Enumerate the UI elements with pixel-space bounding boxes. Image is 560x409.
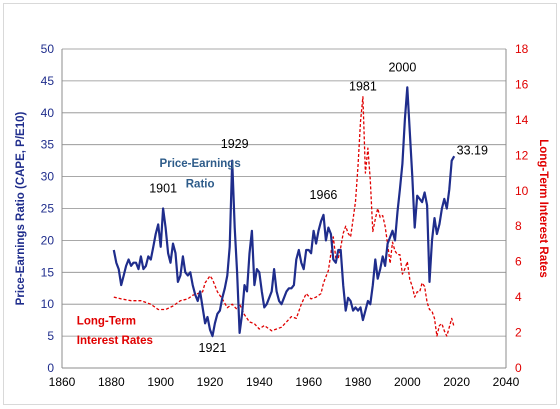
annotations: 1901 1929 1921 1966 1981 2000 33.19 Price-Earni… (77, 60, 488, 355)
x-tick-label: 2040 (493, 375, 520, 389)
right-tick-label: 8 (515, 219, 522, 233)
x-tick-label: 1920 (197, 375, 224, 389)
left-tick-label: 30 (41, 170, 55, 184)
x-tick-label: 1860 (49, 375, 76, 389)
right-tick-label: 2 (515, 326, 522, 340)
x-tick-label: 1880 (98, 375, 125, 389)
chart-frame: 0 5 10 15 20 25 30 35 40 45 50 0 2 4 6 8 10 12 14 16 18 186… (3, 3, 557, 405)
right-tick-label: 16 (515, 77, 529, 91)
interest-rate-line (113, 96, 455, 337)
left-tick-label: 15 (41, 265, 55, 279)
cape-interest-rate-chart: 0 5 10 15 20 25 30 35 40 45 50 0 2 4 6 8 10 12 14 16 18 186… (15, 42, 549, 389)
annotation-label: 1981 (349, 79, 377, 93)
left-tick-label: 35 (41, 138, 55, 152)
pe-ratio-line (112, 86, 456, 338)
right-tick-label: 0 (515, 361, 522, 375)
annotation-label: Interest Rates (77, 335, 153, 347)
left-tick-label: 20 (41, 233, 55, 247)
left-axis-tick-labels: 0 5 10 15 20 25 30 35 40 45 50 (41, 42, 55, 375)
right-axis-tick-labels: 0 2 4 6 8 10 12 14 16 18 (515, 42, 529, 375)
right-tick-label: 18 (515, 42, 529, 56)
right-tick-label: 4 (515, 290, 522, 304)
annotation-label: 1929 (221, 137, 249, 151)
gridlines (62, 48, 506, 337)
annotation-label: Ratio (186, 178, 215, 190)
series-layer (112, 86, 456, 338)
x-tick-label: 2020 (443, 375, 470, 389)
left-tick-label: 5 (47, 329, 54, 343)
annotation-label: 2000 (388, 60, 416, 74)
annotation-label: 1966 (310, 188, 338, 202)
x-tick-label: 1900 (147, 375, 174, 389)
left-tick-label: 25 (41, 202, 55, 216)
right-tick-label: 14 (515, 113, 529, 127)
annotation-label: 1901 (149, 182, 177, 196)
x-axis-tick-labels: 1860 1880 1900 1920 1940 1960 1980 2000 2020 2040 (49, 375, 520, 389)
annotation-label: Price-Earnings (160, 158, 241, 170)
right-tick-label: 12 (515, 148, 529, 162)
right-axis-label: Long-Term Interest Rates (537, 139, 549, 277)
x-tick-label: 1980 (345, 375, 372, 389)
left-axis-label: Price-Earnings Ratio (CAPE, P/E10) (15, 112, 27, 306)
right-tick-label: 6 (515, 255, 522, 269)
x-tick-label: 2000 (394, 375, 421, 389)
right-tick-label: 10 (515, 184, 529, 198)
annotation-label: 1921 (199, 341, 227, 355)
axes (61, 49, 507, 369)
x-tick-label: 1960 (295, 375, 322, 389)
annotation-label: 33.19 (457, 143, 488, 157)
left-tick-label: 40 (41, 106, 55, 120)
left-tick-label: 45 (41, 74, 55, 88)
x-tick-label: 1940 (246, 375, 273, 389)
left-tick-label: 0 (47, 361, 54, 375)
left-tick-label: 50 (41, 42, 55, 56)
left-tick-label: 10 (41, 297, 55, 311)
annotation-label: Long-Term (77, 316, 136, 328)
